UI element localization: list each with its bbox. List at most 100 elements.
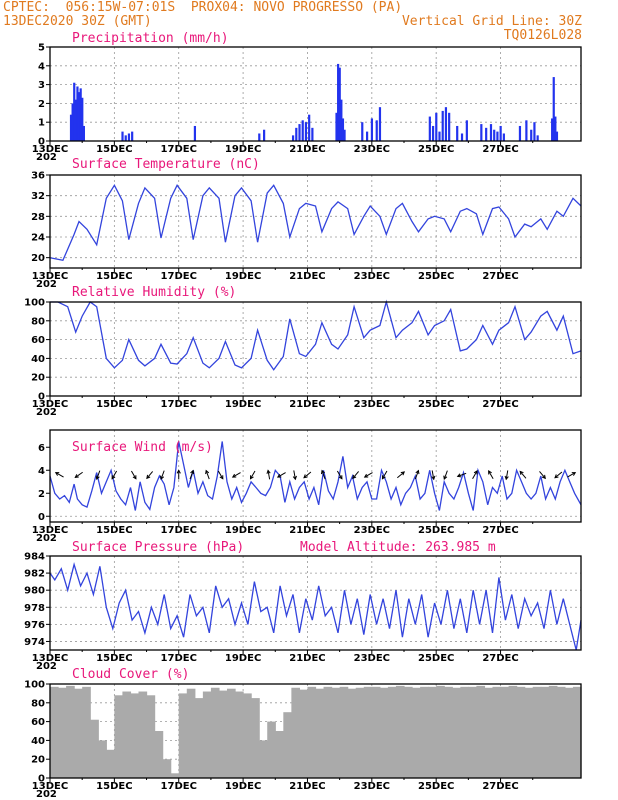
header-datetime: 13DEC2020 30Z (GMT) xyxy=(3,14,152,29)
wind-arrow xyxy=(74,471,83,479)
wind-arrow xyxy=(443,470,448,481)
wind-arrow-head xyxy=(292,475,297,481)
y-tick-label: 0 xyxy=(38,512,45,523)
y-tick-label: 40 xyxy=(31,354,45,365)
precip-bar xyxy=(428,116,431,141)
cloud-bar xyxy=(202,691,212,778)
precip-bar xyxy=(338,67,341,141)
cloud-bar xyxy=(387,686,397,778)
y-tick-label: 28 xyxy=(31,212,45,223)
x-tick-label: 23DEC xyxy=(354,781,390,792)
wind-arrow xyxy=(336,470,343,480)
y-tick-label: 984 xyxy=(24,552,45,563)
cloud-bar xyxy=(106,749,115,778)
precip-bar xyxy=(378,107,382,141)
panel-2: 20 24 28 32 36 13DEC 15DEC 17DEC 19DEC 21DEC 23DEC… xyxy=(31,157,582,290)
cloud-bar xyxy=(468,686,478,778)
wind-arrow-head xyxy=(205,469,210,475)
wind-arrow xyxy=(292,470,297,481)
wind-arrow xyxy=(160,470,165,481)
x-tick-label: 19DEC xyxy=(225,271,261,282)
cloud-bar xyxy=(227,688,236,778)
x-tick-label: 21DEC xyxy=(289,399,325,410)
cloud-bar xyxy=(154,731,164,778)
wind-arrow-shaft xyxy=(431,470,435,480)
wind-arrow-shaft xyxy=(567,472,576,478)
header-grid-line: Vertical Grid Line: 30Z xyxy=(401,14,582,29)
y-tick-label: 36 xyxy=(31,171,45,182)
header-station: CPTEC: 056:15W-07:01S PROX04: NOVO PROGR… xyxy=(3,0,403,15)
wind-arrow-head xyxy=(160,475,165,481)
x-tick-label: 13DEC xyxy=(32,399,68,410)
wind-arrow-head xyxy=(554,474,559,479)
y-tick-label: 20 xyxy=(31,755,45,766)
x-tick-label: 27DEC xyxy=(482,525,518,536)
x-tick-label: 13DEC xyxy=(32,653,68,664)
panel-title: Cloud Cover (%) xyxy=(72,667,189,682)
wind-arrow-head xyxy=(363,473,369,478)
cloud-bar xyxy=(355,687,365,778)
precip-bar xyxy=(552,77,555,141)
wind-arrow xyxy=(381,470,388,480)
cloud-bar xyxy=(548,685,558,778)
precip-bar xyxy=(518,125,522,141)
wind-arrow-shaft xyxy=(382,470,388,479)
cloud-bar xyxy=(476,685,486,778)
y-tick-label: 60 xyxy=(31,717,45,728)
precip-bar xyxy=(431,125,435,141)
precip-bar xyxy=(448,112,451,141)
wind-arrow-shaft xyxy=(293,470,296,480)
precip-bar xyxy=(493,129,496,141)
precip-bar xyxy=(311,127,314,141)
cloud-bar xyxy=(500,686,510,778)
x-year-label: 202 xyxy=(36,533,57,544)
precip-bar xyxy=(536,135,539,141)
wind-arrow-shaft xyxy=(232,472,241,478)
wind-arrow-head xyxy=(219,475,224,480)
precip-bar xyxy=(308,114,311,141)
header-model-id: TQ0126L028 xyxy=(503,28,582,43)
y-tick-label: 20 xyxy=(31,253,45,264)
precip-bar xyxy=(258,133,261,141)
x-tick-label: 17DEC xyxy=(161,399,197,410)
x-tick-label: 17DEC xyxy=(161,525,197,536)
wind-arrow xyxy=(189,469,195,480)
panel-title: Surface Pressure (hPa) xyxy=(72,540,244,555)
cloud-bar xyxy=(259,740,268,778)
y-tick-label: 60 xyxy=(31,335,45,346)
wind-arrow-shaft xyxy=(505,470,509,480)
y-tick-label: 3 xyxy=(38,80,45,91)
cloud-bar xyxy=(194,698,204,778)
y-tick-label: 2 xyxy=(38,99,45,110)
precip-bar xyxy=(365,131,369,141)
wind-arrow xyxy=(217,470,224,480)
cloud-bar xyxy=(508,685,518,778)
wind-arrow xyxy=(567,472,577,478)
wind-arrow xyxy=(519,470,527,479)
cloud-bar xyxy=(90,719,99,778)
y-tick-label: 6 xyxy=(38,443,45,454)
x-tick-label: 13DEC xyxy=(32,271,68,282)
x-tick-label: 13DEC xyxy=(32,525,68,536)
wind-arrow-shaft xyxy=(205,470,210,480)
cloud-bar xyxy=(74,688,83,778)
wind-arrow-shaft xyxy=(554,471,563,479)
wind-arrow-shaft xyxy=(472,470,478,479)
x-tick-label: 21DEC xyxy=(289,525,325,536)
y-tick-label: 978 xyxy=(24,603,45,614)
x-tick-label: 27DEC xyxy=(482,144,518,155)
wind-arrow-shaft xyxy=(130,470,137,479)
precip-bar xyxy=(554,116,557,141)
cloud-bar xyxy=(235,691,244,778)
y-tick-label: 20 xyxy=(31,373,45,384)
cloud-bar xyxy=(556,686,566,778)
x-tick-label: 23DEC xyxy=(354,399,390,410)
x-tick-label: 27DEC xyxy=(482,399,518,410)
cloud-bar xyxy=(58,687,67,778)
precip-bar xyxy=(502,133,505,141)
cloud-bar xyxy=(138,691,148,778)
cloud-bar xyxy=(524,687,534,778)
precip-bar xyxy=(298,124,301,141)
panel-1: 0 1 2 3 4 5 13DEC 15DEC 17DEC 19DEC 21DEC 23DEC 25DE… xyxy=(32,31,582,163)
